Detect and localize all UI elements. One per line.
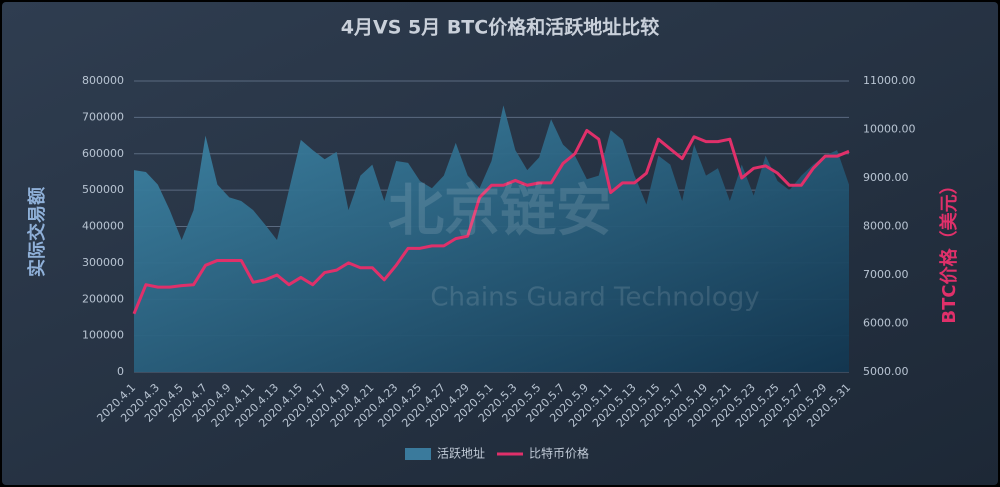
y-tick-label: 400000 bbox=[82, 220, 124, 233]
y-tick-label: 300000 bbox=[82, 256, 124, 269]
chart-title: 4月VS 5月 BTC价格和活跃地址比较 bbox=[341, 16, 659, 39]
y2-tick-label: 5000.00 bbox=[863, 365, 909, 378]
plot-area: 0 100000 200000 300000 400000 500000 600000 700… bbox=[82, 74, 916, 461]
y-tick-label: 500000 bbox=[82, 183, 124, 196]
legend-label: 比特币价格 bbox=[529, 446, 589, 461]
watermark: 北京链安 bbox=[388, 179, 612, 244]
y-tick-label: 100000 bbox=[82, 329, 124, 342]
line bbox=[132, 128, 850, 315]
legend-swatch bbox=[405, 448, 431, 460]
watermark-subtitle: Chains Guard Technology bbox=[430, 283, 759, 313]
y2-tick-label: 11000.00 bbox=[863, 74, 916, 87]
area bbox=[134, 105, 849, 372]
y-tick-label: 800000 bbox=[82, 74, 124, 87]
y-tick-label: 700000 bbox=[82, 110, 124, 123]
y2-tick-label: 9000.00 bbox=[863, 171, 909, 184]
y2-tick-label: 7000.00 bbox=[863, 268, 909, 281]
y-tick-label: 0 bbox=[117, 365, 124, 378]
y-axis-title: 实际交易额 bbox=[26, 187, 48, 277]
y2-axis-title: BTC价格（美元） bbox=[938, 176, 960, 323]
y-tick-label: 200000 bbox=[82, 292, 124, 305]
y-tick-label: 600000 bbox=[82, 147, 124, 160]
legend-label: 活跃地址 bbox=[437, 447, 485, 461]
y2-tick-label: 6000.00 bbox=[863, 317, 909, 330]
y2-tick-label: 10000.00 bbox=[863, 123, 916, 136]
y2-tick-label: 8000.00 bbox=[863, 220, 909, 233]
